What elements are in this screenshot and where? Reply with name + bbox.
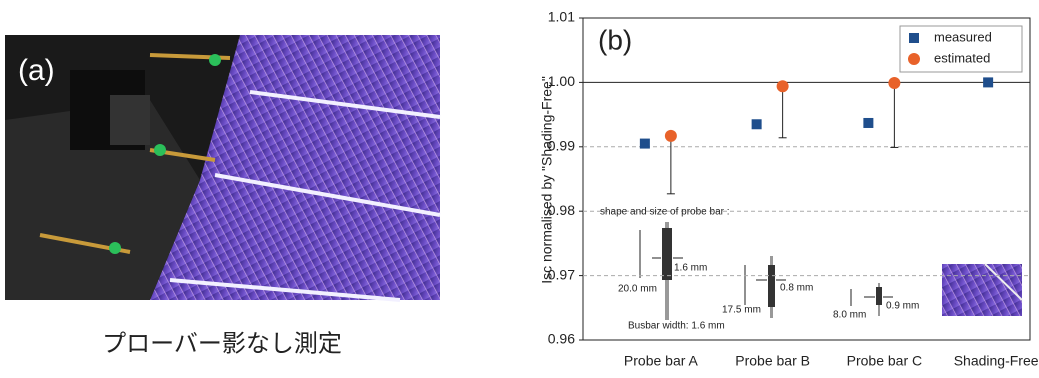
photo: (a) — [5, 35, 441, 302]
annotation: 0.9 mm — [886, 301, 919, 312]
x-tick-label: Probe bar C — [847, 353, 922, 369]
plot-frame — [582, 17, 1031, 341]
y-tick-label: 1.01 — [548, 9, 575, 25]
y-tick-label: 0.99 — [548, 138, 575, 154]
legend-swatch — [909, 33, 919, 43]
annotation: 20.0 mm — [618, 284, 657, 295]
marker — [983, 77, 994, 88]
panel-label: (b) — [598, 24, 632, 55]
annotation: 1.6 mm — [674, 263, 707, 274]
annotation: Busbar width: 1.6 mm — [628, 321, 725, 332]
caption: プローバー影なし測定 — [102, 330, 342, 357]
probe-sketches — [639, 222, 1023, 320]
annotation: 8.0 mm — [833, 310, 866, 321]
y-tick-label: 0.98 — [548, 202, 575, 218]
panel-label: (a) — [18, 54, 55, 87]
y-tick-label: 0.97 — [548, 266, 575, 282]
marker — [863, 117, 874, 128]
marker — [664, 129, 677, 142]
marker — [751, 119, 762, 130]
marker — [639, 138, 650, 149]
annotation: 0.8 mm — [780, 283, 813, 294]
annotation: 17.5 mm — [722, 305, 761, 316]
x-tick-label: Shading-Free — [954, 353, 1039, 369]
legend-label: estimated — [934, 50, 990, 65]
x-tick-label: Probe bar B — [735, 353, 810, 369]
x-tick-label: Probe bar A — [624, 353, 699, 369]
legend-swatch — [908, 53, 920, 65]
annotation: shape and size of probe bar : — [600, 207, 730, 218]
marker — [888, 77, 901, 90]
y-tick-label: 1.00 — [548, 73, 575, 89]
y-axis-label: Isc normalised by "Shading-Free" — [539, 76, 555, 284]
legend-label: measured — [934, 29, 992, 44]
legend-box — [899, 25, 1023, 73]
y-tick-label: 0.96 — [548, 331, 575, 347]
marker — [776, 80, 789, 93]
